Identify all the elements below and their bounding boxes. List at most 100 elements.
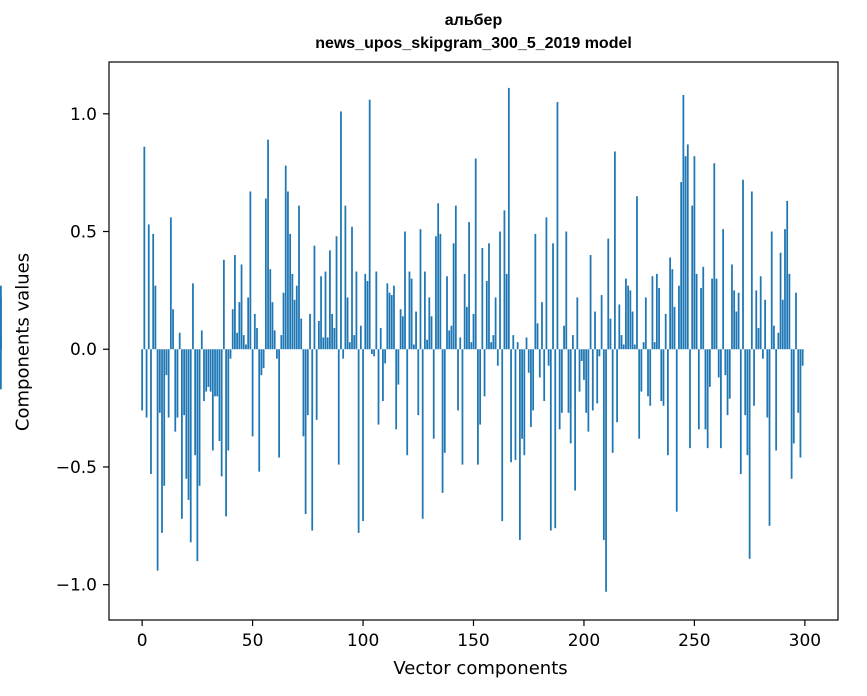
bar-131 [430,316,433,350]
bar-66 [287,191,289,350]
bar-289 [779,252,782,350]
bar-76 [309,313,311,350]
bar-63 [280,335,283,350]
bar-89 [337,349,340,465]
bar-257 [708,349,711,387]
bar-278 [755,290,758,350]
bar-128 [424,271,426,350]
bar-276 [750,191,753,350]
bar-204 [591,349,594,411]
bar-261 [717,349,720,378]
y-tick-label: 1.0 [70,105,97,125]
bar-49 [249,191,252,350]
bar-4 [150,349,152,475]
bar-216 [618,304,621,350]
bar-266 [728,349,731,399]
bar-74 [304,349,307,515]
bar-231 [651,276,654,350]
bar-40 [229,349,232,359]
bar-241 [673,306,676,350]
bar-172 [521,349,523,439]
bar-171 [519,349,521,540]
bar-196 [574,349,576,491]
bar-268 [733,290,736,350]
x-tick-label: 250 [678,631,710,651]
bar-269 [735,311,738,350]
bar-52 [256,328,258,350]
bar-170 [516,342,519,350]
bar-88 [335,236,338,350]
bar-182 [543,349,546,402]
bar-248 [689,349,691,449]
bar-19 [183,349,185,416]
bar-108 [379,328,382,350]
bar-51 [253,313,256,350]
bar-256 [706,349,709,449]
bar-102 [366,280,369,350]
bar-193 [567,349,570,413]
bar-297 [797,349,800,413]
bar-93 [346,297,349,350]
bar-98 [357,349,360,533]
bar-143 [457,349,459,411]
bar-31 [209,349,212,392]
bar-192 [565,231,568,350]
bar-87 [333,328,336,350]
bar-118 [401,316,404,350]
bar-105 [373,349,375,357]
bar-103 [368,99,371,350]
bar-135 [439,233,442,350]
bar-106 [375,271,378,350]
bar-251 [695,273,698,350]
bar-79 [315,349,318,420]
bar-109 [382,349,384,402]
bar-53 [258,349,261,472]
bar-48 [247,297,250,350]
bar-199 [580,349,583,362]
bar-158 [490,342,493,350]
y-axis-ticks: −1.0 −0.5 0.0 0.5 1.0 [56,105,109,596]
bar-126 [419,229,422,350]
bar-130 [428,297,431,350]
chart-title-line-1: альбер [444,12,503,29]
bar-177 [532,349,535,411]
bar-16 [176,349,179,418]
bar-225 [638,349,641,439]
bar-167 [510,349,512,463]
bar-176 [530,349,532,427]
bar-148 [468,222,470,350]
bar-0 [141,349,144,411]
bar-2 [145,349,148,418]
bar-132 [432,349,435,439]
bar-282 [764,299,766,350]
bar-296 [795,292,797,350]
bar-5 [152,233,155,350]
bar-247 [686,144,689,350]
bar-209 [602,349,605,540]
bar-75 [306,349,309,416]
bar-227 [642,342,645,350]
bar-191 [563,325,565,350]
bar-37 [222,259,225,350]
bar-60 [273,330,276,350]
bar-115 [395,349,398,430]
bar-154 [481,248,484,350]
bar-13 [169,217,172,350]
bar-194 [569,349,572,444]
bar-57 [267,139,269,350]
x-axis-ticks: 0 50 100 150 200 250 300 [137,620,821,651]
bar-164 [503,210,506,350]
bar-295 [792,349,795,444]
bar-188 [556,102,559,350]
bar-260 [715,278,718,350]
bar-100 [362,349,364,522]
bar-255 [704,349,707,430]
bar-274 [746,349,749,456]
bar-250 [693,156,696,350]
bar-72 [300,318,303,350]
bar-95 [351,226,353,350]
bar-139 [448,330,451,350]
bar-133 [435,236,437,350]
